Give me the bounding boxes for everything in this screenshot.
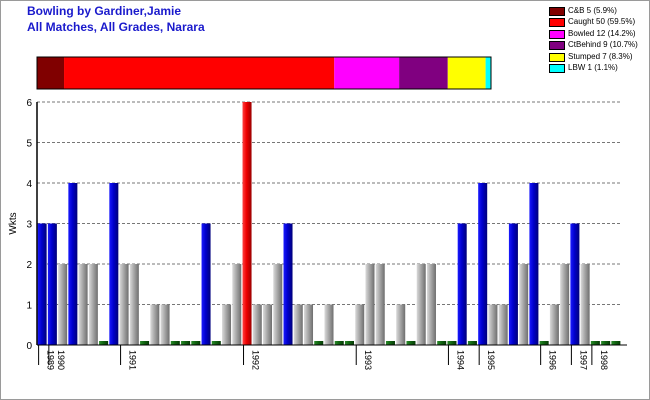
legend-swatch: [549, 41, 565, 51]
wickets-bar: [68, 183, 78, 345]
season-label: 1992: [251, 350, 261, 370]
wickets-bar: [314, 341, 324, 345]
chart-subtitle: All Matches, All Grades, Narara: [27, 20, 205, 34]
wickets-bar: [324, 304, 334, 345]
wickets-bar: [150, 304, 160, 345]
legend-label: Caught 50 (59.5%): [568, 17, 636, 27]
wickets-bar: [396, 304, 406, 345]
wickets-bar: [601, 341, 611, 345]
wickets-bar: [273, 264, 283, 345]
wickets-bar: [252, 304, 262, 345]
legend-swatch: [549, 29, 565, 39]
wickets-bar: [160, 304, 170, 345]
wickets-bar: [222, 304, 232, 345]
legend-label: LBW 1 (1.1%): [568, 62, 618, 72]
y-tick-label: 6: [26, 98, 32, 109]
wickets-bar: [78, 264, 88, 345]
y-tick-label: 2: [26, 260, 32, 271]
legend-swatch: [549, 7, 565, 16]
wickets-bar: [242, 102, 252, 345]
wickets-bar: [375, 264, 385, 345]
wickets-bar: [365, 264, 375, 345]
wickets-bar: [488, 304, 498, 345]
wickets-bar: [478, 183, 488, 345]
wickets-bar: [580, 264, 590, 345]
season-label: 1996: [548, 350, 558, 370]
dismissal-segment: [334, 57, 400, 89]
wickets-bar: [549, 304, 559, 345]
wickets-bar: [570, 223, 580, 345]
y-tick-label: 5: [26, 139, 32, 150]
wickets-bar: [447, 341, 457, 345]
wickets-bar: [47, 223, 57, 345]
wickets-bar: [99, 341, 109, 345]
dismissal-segment: [447, 57, 486, 89]
wickets-bar: [140, 341, 150, 345]
wickets-bar: [426, 264, 436, 345]
wickets-bar: [344, 341, 354, 345]
wickets-bar: [283, 223, 293, 345]
wickets-bar: [293, 304, 303, 345]
dismissal-bar-outline: [36, 56, 492, 90]
wickets-bar: [519, 264, 529, 345]
y-tick-label: 3: [26, 220, 32, 231]
wickets-bar: [416, 264, 426, 345]
wickets-bar: [263, 304, 273, 345]
wickets-bar: [119, 264, 129, 345]
legend-label: Bowled 12 (14.2%): [568, 28, 636, 38]
wickets-bar: [385, 341, 395, 345]
wickets-bar: [37, 223, 47, 345]
legend-swatch: [549, 63, 565, 73]
wickets-bar: [211, 341, 221, 345]
wickets-bar: [170, 341, 180, 345]
wickets-bar: [406, 341, 416, 345]
season-label: 1998: [599, 350, 609, 370]
wickets-bar: [304, 304, 314, 345]
legend-swatch: [549, 18, 565, 28]
legend-label: CtBehind 9 (10.7%): [568, 40, 638, 50]
wickets-bar: [467, 341, 477, 345]
wickets-bar: [560, 264, 570, 345]
season-label: 1993: [363, 350, 373, 370]
wickets-bar: [232, 264, 242, 345]
y-tick-label: 1: [26, 301, 32, 312]
season-label: 1990: [56, 350, 66, 370]
chart-title: Bowling by Gardiner,Jamie: [27, 4, 182, 18]
dismissal-segment: [37, 57, 65, 89]
wickets-bar: [529, 183, 539, 345]
y-tick-label: 4: [26, 179, 32, 190]
season-label: 1989: [46, 350, 56, 370]
wickets-bar: [611, 341, 621, 345]
dismissal-segment: [64, 57, 335, 89]
wickets-bar: [498, 304, 508, 345]
wickets-bar: [334, 341, 344, 345]
dismissal-segment: [399, 57, 448, 89]
wickets-bar: [88, 264, 98, 345]
season-label: 1994: [455, 350, 465, 370]
wickets-bar: [355, 304, 365, 345]
wickets-bar: [457, 223, 467, 345]
legend-label: C&B 5 (5.9%): [568, 6, 617, 15]
y-tick-label: 0: [26, 341, 32, 352]
wickets-bar: [181, 341, 191, 345]
wickets-bar: [539, 341, 549, 345]
wickets-bar: [109, 183, 119, 345]
season-label: 1991: [128, 350, 138, 370]
dismissal-segment: [485, 57, 491, 89]
wickets-bar: [129, 264, 139, 345]
season-label: 1997: [578, 350, 588, 370]
legend-swatch: [549, 52, 565, 62]
y-axis-label: Wkts: [8, 212, 19, 234]
wickets-bar: [508, 223, 518, 345]
wickets-bar: [191, 341, 201, 345]
legend-label: Stumped 7 (8.3%): [568, 51, 633, 61]
season-label: 1995: [486, 350, 496, 370]
wickets-bar: [201, 223, 211, 345]
wickets-bar: [590, 341, 600, 345]
wickets-bar: [437, 341, 447, 345]
wickets-bar: [58, 264, 68, 345]
